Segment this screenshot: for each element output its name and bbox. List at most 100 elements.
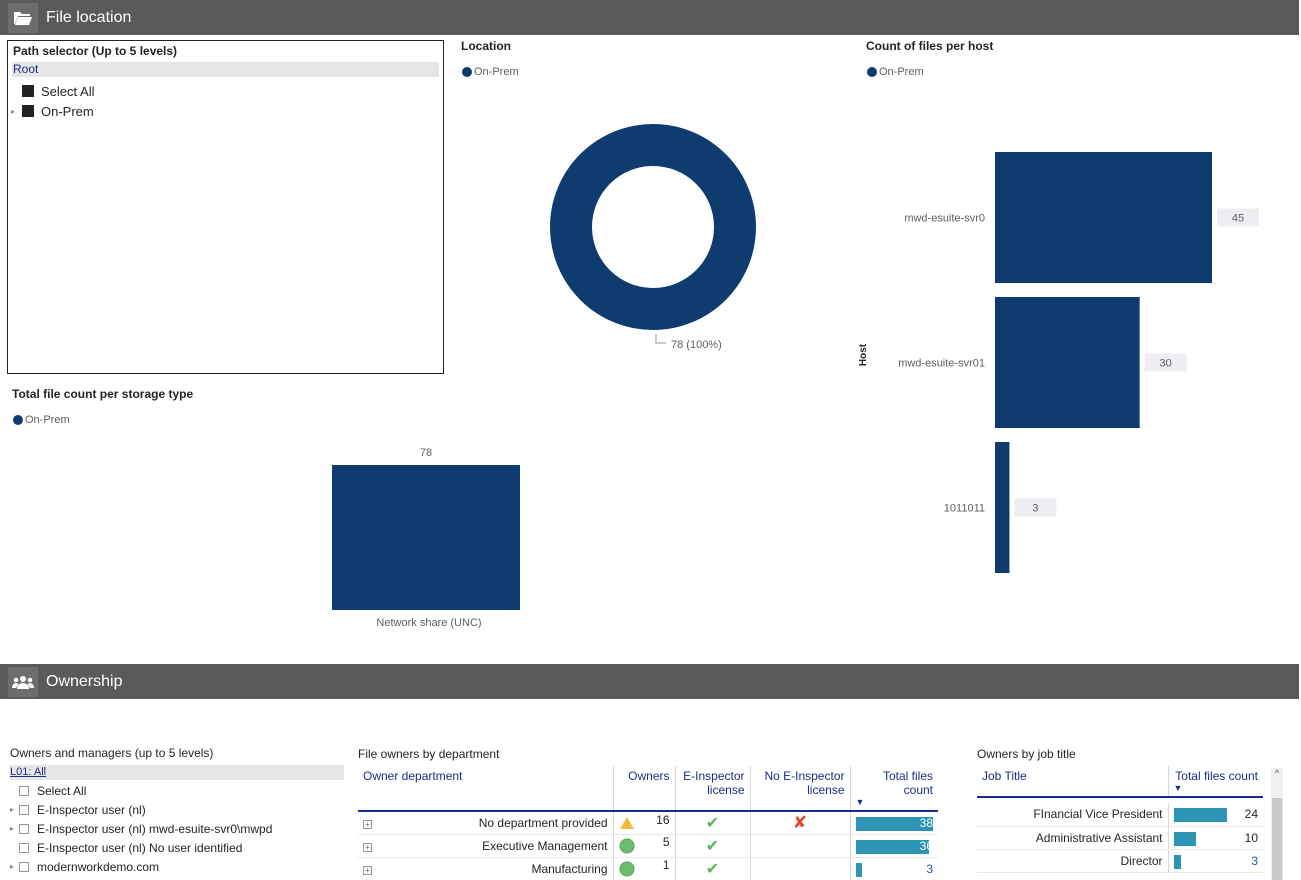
total-cell: 36 (850, 834, 938, 858)
expand-plus-icon[interactable]: + (363, 819, 372, 829)
host-data-label: 45 (1232, 213, 1244, 225)
table-row[interactable]: + Executive Management 5 ✔ 36 (358, 834, 938, 858)
owners-slicer-title: Owners and managers (up to 5 levels) (10, 746, 214, 760)
data-bar (855, 862, 862, 877)
owners-value: 5 (662, 834, 670, 849)
scrollbar[interactable]: ^ (1271, 768, 1283, 880)
col-header-total[interactable]: Total files count ▼ (1168, 766, 1263, 798)
checkbox[interactable] (22, 85, 34, 97)
legend-dot-icon (13, 415, 23, 425)
owners-value: 1 (662, 857, 670, 872)
expand-arrow-icon[interactable]: ▸ (10, 805, 15, 814)
storage-legend[interactable]: On-Prem (13, 414, 70, 426)
no-license-cross-icon (750, 857, 851, 880)
location-donut-chart: 78 (100%) (550, 124, 756, 351)
ownership-title: Ownership (46, 672, 123, 690)
owner-slicer-item[interactable]: ▸ modernworkdemo.com (10, 857, 346, 876)
dept-cell: + Executive Management (358, 834, 614, 858)
owner-slicer-label: E-Inspector user (nl) mwd-esuite-svr0\mw… (37, 821, 273, 836)
table-row[interactable]: FInancial Vice President 24 (977, 803, 1263, 827)
host-bar[interactable] (995, 297, 1140, 428)
slicer-item-select-all[interactable]: Select All (8, 81, 443, 101)
total-cell: 38 (850, 811, 938, 835)
total-value: 24 (1244, 807, 1258, 822)
legend-dot-icon (462, 67, 472, 77)
total-value: 38 (919, 815, 933, 830)
slicer-item-on-prem[interactable]: ▸ On-Prem (8, 101, 443, 121)
checkbox[interactable] (22, 105, 34, 117)
table-row[interactable]: Director 3 (977, 849, 1263, 873)
location-title: Location (461, 39, 511, 53)
warning-icon (619, 816, 634, 829)
owner-slicer-label: Select All (37, 783, 87, 798)
green-circle-icon (619, 838, 634, 853)
col-header-dept[interactable]: Owner department (358, 766, 614, 812)
donut-slice-on-prem[interactable] (550, 124, 756, 330)
host-bar[interactable] (995, 152, 1212, 283)
expand-plus-icon[interactable]: + (363, 842, 372, 852)
storage-bar-chart: 78 Network share (UNC) (332, 447, 520, 629)
data-bar (1173, 831, 1196, 846)
owners-slicer-level[interactable]: L01: All (10, 765, 344, 780)
data-label-background (1217, 208, 1259, 227)
total-cell: 3 (850, 857, 938, 880)
col-header-owners[interactable]: Owners (613, 766, 676, 812)
table-row[interactable]: + No department provided 16 ✔ ✘ 38 (358, 811, 938, 835)
expand-plus-icon[interactable]: + (363, 865, 372, 875)
data-bar (855, 817, 933, 831)
checkbox[interactable] (19, 823, 29, 834)
owners-slicer[interactable]: Owners and managers (up to 5 levels) L01… (10, 744, 346, 876)
total-value: 10 (1244, 830, 1258, 845)
table-row[interactable]: + Manufacturing 1 ✔ 3 (358, 857, 938, 880)
scroll-up-icon[interactable]: ^ (1274, 768, 1280, 778)
folder-open-icon (8, 2, 38, 33)
expand-arrow-icon[interactable]: ▸ (10, 824, 15, 833)
col-header-no-license[interactable]: No E-Inspector license (750, 766, 851, 812)
sort-desc-icon[interactable]: ▼ (855, 797, 865, 807)
users-icon (8, 666, 38, 697)
host-bar[interactable] (995, 442, 1010, 573)
file-location-title: File location (46, 8, 132, 26)
dept-table: Owner department Owners E-Inspector lice… (358, 766, 938, 880)
location-legend[interactable]: On-Prem (462, 66, 519, 78)
dept-name: No department provided (478, 815, 608, 830)
checkbox[interactable] (19, 861, 29, 872)
col-header-job[interactable]: Job Title (977, 766, 1169, 798)
col-header-license[interactable]: E-Inspector license (675, 766, 751, 812)
owner-slicer-item[interactable]: ▸ E-Inspector user (nl) mwd-esuite-svr0\m… (10, 819, 346, 838)
expand-arrow-icon[interactable]: ▸ (10, 106, 15, 116)
sort-desc-icon[interactable]: ▼ (1173, 783, 1183, 793)
no-license-cross-icon (750, 834, 851, 858)
col-header-total[interactable]: Total files count ▼ (850, 766, 938, 812)
slicer-item-label: On-Prem (41, 103, 94, 119)
expand-arrow-icon[interactable]: ▸ (10, 862, 15, 871)
storage-bar[interactable] (332, 465, 520, 610)
job-table-title: Owners by job title (977, 747, 1076, 761)
checkbox[interactable] (19, 785, 29, 796)
files-per-host-legend[interactable]: On-Prem (867, 66, 924, 78)
dept-cell: + Manufacturing (358, 857, 614, 880)
legend-label: On-Prem (25, 414, 70, 426)
owner-slicer-label: modernworkdemo.com (37, 859, 160, 874)
host-category-label: mwd-esuite-svr01 (898, 358, 985, 370)
path-selector-slicer[interactable]: Path selector (Up to 5 levels) Root Sele… (7, 40, 444, 374)
owner-slicer-item[interactable]: E-Inspector user (nl) No user identified (10, 838, 346, 857)
no-license-cross-icon: ✘ (750, 811, 851, 835)
scrollbar-thumb[interactable] (1272, 798, 1282, 880)
path-selector-root[interactable]: Root (12, 62, 439, 77)
dept-name: Executive Management (482, 838, 608, 853)
owner-slicer-item[interactable]: ▸ E-Inspector user (nl) (10, 800, 346, 819)
owners-value: 16 (656, 812, 670, 827)
green-circle-icon (619, 861, 634, 876)
data-bar (855, 839, 929, 854)
license-check-icon: ✔ (675, 857, 751, 880)
owners-cell: 5 (613, 834, 676, 858)
host-data-label: 3 (1032, 503, 1038, 515)
owner-slicer-item[interactable]: Select All (10, 781, 346, 800)
host-data-label: 30 (1160, 358, 1172, 370)
table-row[interactable]: Administrative Assistant 10 (977, 826, 1263, 850)
data-bar (1173, 808, 1227, 822)
checkbox[interactable] (19, 842, 29, 853)
total-value: 3 (926, 861, 933, 876)
checkbox[interactable] (19, 804, 29, 815)
